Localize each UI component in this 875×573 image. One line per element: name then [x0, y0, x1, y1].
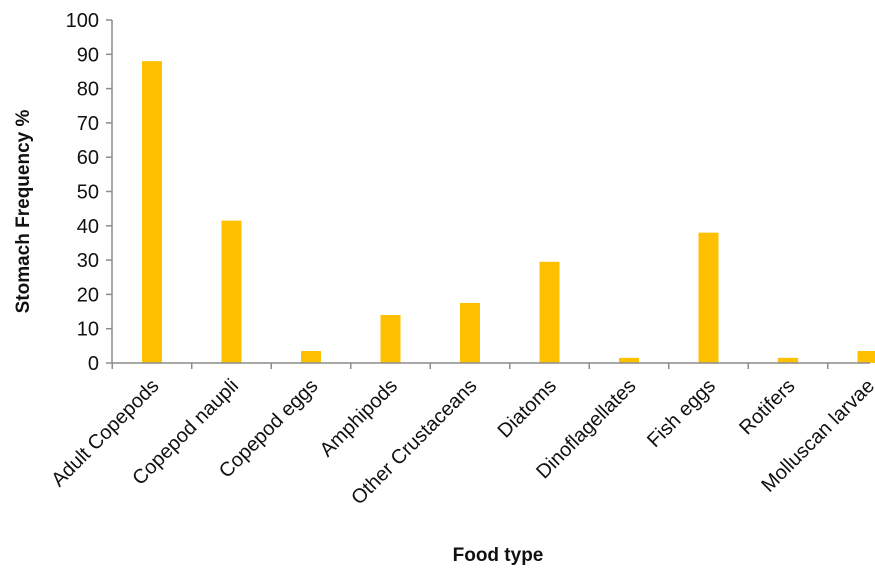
- x-category-label: Diatoms: [494, 375, 561, 442]
- y-tick-label: 90: [77, 44, 99, 66]
- y-tick-label: 30: [77, 250, 99, 272]
- y-tick-label: 100: [66, 10, 99, 32]
- x-category-label: Fish eggs: [643, 375, 720, 452]
- y-axis-ticks: 0 10 20 30 40 50 60 70 80 90 100: [66, 10, 112, 375]
- bar: [698, 232, 719, 363]
- bar: [857, 350, 875, 363]
- bar: [301, 350, 321, 363]
- y-tick-label: 10: [77, 319, 99, 341]
- bar: [539, 261, 560, 363]
- bar: [221, 220, 242, 363]
- y-tick-label: 0: [88, 353, 99, 375]
- bar: [619, 357, 639, 363]
- y-tick-label: 70: [77, 113, 99, 135]
- y-tick-label: 60: [77, 147, 99, 169]
- x-axis-title: Food type: [453, 545, 544, 566]
- bar: [778, 357, 798, 363]
- y-axis-title: Stomach Frequency %: [13, 110, 34, 314]
- y-tick-label: 20: [77, 284, 99, 306]
- y-tick-label: 50: [77, 182, 99, 204]
- bar: [142, 61, 162, 363]
- y-tick-label: 80: [77, 79, 99, 101]
- bar: [460, 302, 480, 363]
- x-category-label: Rotifers: [735, 375, 799, 439]
- y-tick-label: 40: [77, 216, 99, 238]
- bar: [380, 314, 401, 363]
- x-category-label: Amphipods: [316, 375, 402, 461]
- bars-group: [142, 61, 875, 363]
